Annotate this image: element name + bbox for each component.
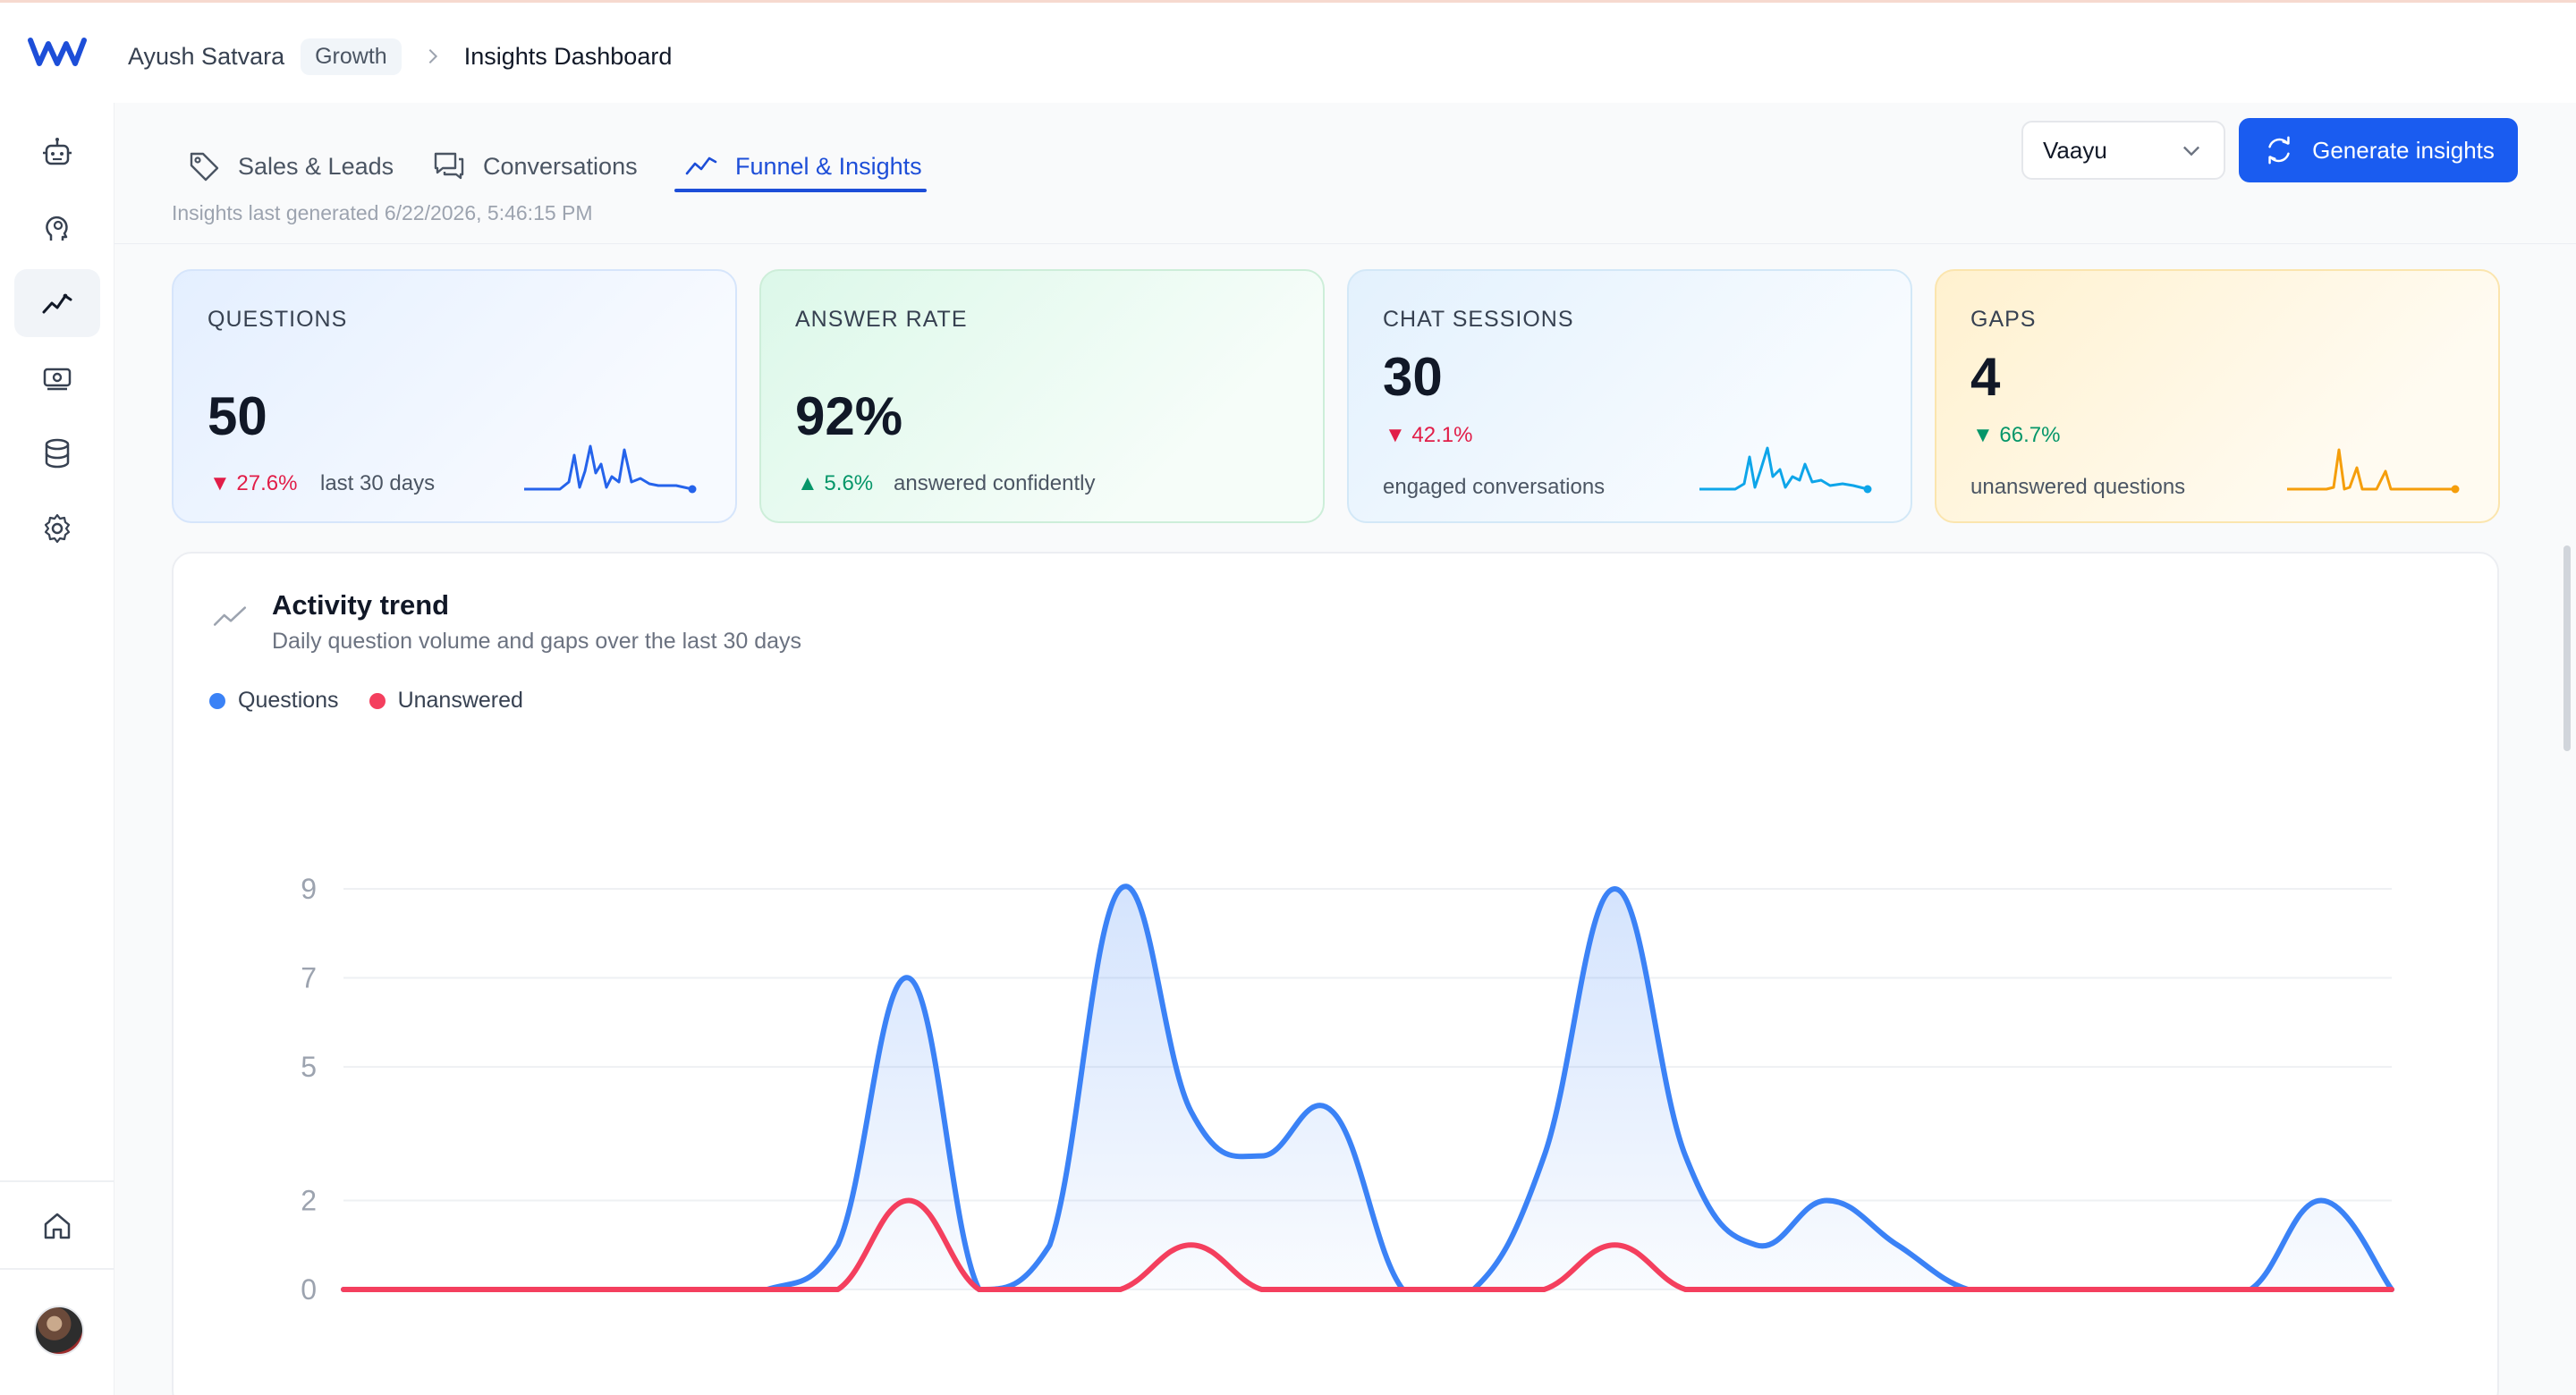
- y-tick-label: 5: [301, 1051, 317, 1083]
- legend-label: Unanswered: [397, 688, 523, 713]
- tab-funnel-insights[interactable]: Funnel & Insights: [683, 126, 922, 207]
- home-icon: [44, 1213, 71, 1239]
- stat-card-questions: QUESTIONS 50 ▼ 27.6% last 30 days: [172, 269, 737, 523]
- stat-card-answer-rate: ANSWER RATE 92% ▲ 5.6% answered confiden…: [759, 269, 1325, 523]
- stat-caption: engaged conversations: [1383, 475, 1606, 499]
- legend-dot: [209, 692, 225, 709]
- chevron-down-icon: [2183, 146, 2199, 156]
- sidebar-item-cash[interactable]: [14, 344, 100, 412]
- sidebar-divider-bottom: [0, 1268, 114, 1270]
- database-icon: [45, 438, 70, 469]
- activity-trend-panel: Activity trend Daily question volume and…: [172, 552, 2499, 1395]
- tab-conversations[interactable]: Conversations: [431, 126, 638, 207]
- refresh-icon: [2268, 136, 2290, 165]
- chat-icon: [434, 152, 464, 180]
- y-tick-label: 7: [301, 962, 317, 994]
- sparkline-chat-sessions: [1699, 446, 1872, 494]
- stat-delta: ▼ 27.6%: [209, 471, 298, 495]
- workspace-badge[interactable]: Growth: [301, 38, 402, 75]
- breadcrumb: Ayush Satvara Growth Insights Dashboard: [128, 38, 673, 75]
- series-line-unanswered[interactable]: [341, 1197, 2394, 1293]
- stat-card-gaps: GAPS 4 ▼ 66.7% unanswered questions: [1935, 269, 2500, 523]
- tab-label: Sales & Leads: [238, 152, 394, 180]
- sparkline-questions: [524, 444, 697, 494]
- sparkline-gaps: [2287, 448, 2460, 494]
- sidebar-item-settings[interactable]: [14, 495, 100, 562]
- sidebar-item-brain[interactable]: [14, 194, 100, 262]
- generate-insights-label: Generate insights: [2312, 136, 2495, 164]
- stat-card-chat-sessions: CHAT SESSIONS 30 ▼ 42.1% engaged convers…: [1347, 269, 1912, 523]
- stat-value: 4: [1970, 347, 2001, 407]
- stat-delta: ▲ 5.6%: [797, 471, 874, 495]
- sidebar-item-robot[interactable]: [14, 119, 100, 187]
- stat-caption: last 30 days: [320, 471, 436, 495]
- sidebar: [0, 103, 114, 1395]
- tag-icon: [190, 152, 219, 182]
- stat-label: CHAT SESSIONS: [1383, 307, 1574, 332]
- trend-icon: [685, 156, 717, 175]
- stat-delta: ▼ 66.7%: [1972, 423, 2061, 447]
- activity-trend-chart: 0 2 5 7 9: [301, 873, 2394, 1306]
- stat-label: GAPS: [1970, 307, 2037, 332]
- panel-title: Activity trend: [272, 589, 450, 621]
- analytics-icon: [42, 293, 72, 314]
- stat-delta: ▼ 42.1%: [1385, 423, 1473, 447]
- series-area-questions: [343, 886, 2392, 1289]
- y-tick-label: 0: [301, 1273, 317, 1306]
- breadcrumb-user[interactable]: Ayush Satvara: [128, 42, 285, 70]
- stat-caption: answered confidently: [894, 471, 1096, 495]
- legend-item-questions[interactable]: Questions: [209, 688, 339, 714]
- sidebar-divider: [0, 1180, 114, 1182]
- stat-value: 50: [208, 386, 267, 446]
- legend-dot: [369, 692, 386, 709]
- stat-label: QUESTIONS: [208, 307, 348, 332]
- trend-line-icon: [213, 606, 247, 626]
- avatar[interactable]: [34, 1306, 84, 1356]
- tab-label: Conversations: [483, 152, 638, 180]
- stat-value: 92%: [795, 386, 903, 446]
- active-tab-indicator: [674, 189, 927, 192]
- chevron-right-icon: [428, 48, 437, 64]
- gear-icon: [44, 513, 71, 544]
- y-tick-label: 9: [301, 873, 317, 905]
- legend-item-unanswered[interactable]: Unanswered: [369, 688, 523, 714]
- y-tick-label: 2: [301, 1184, 317, 1216]
- scrollbar-thumb[interactable]: [2563, 545, 2571, 751]
- breadcrumb-current-page: Insights Dashboard: [463, 42, 673, 70]
- generate-insights-button[interactable]: Generate insights: [2239, 118, 2518, 182]
- agent-select[interactable]: Vaayu: [2021, 121, 2225, 180]
- stat-label: ANSWER RATE: [795, 307, 968, 332]
- brain-icon: [46, 216, 68, 241]
- sidebar-item-database[interactable]: [14, 419, 100, 487]
- cash-icon: [43, 368, 72, 391]
- legend-label: Questions: [238, 688, 339, 713]
- stat-value: 30: [1383, 347, 1443, 407]
- sidebar-item-analytics[interactable]: [14, 269, 100, 337]
- app-header: Ayush Satvara Growth Insights Dashboard: [0, 3, 2576, 103]
- stat-caption: unanswered questions: [1970, 475, 2186, 499]
- chart-legend: Questions Unanswered: [209, 688, 523, 714]
- sidebar-item-home[interactable]: [14, 1192, 100, 1260]
- tabs-bar: Sales & Leads Conversations Funnel & Ins…: [114, 103, 2576, 244]
- last-generated-text: Insights last generated 6/22/2026, 5:46:…: [172, 201, 593, 224]
- top-accent-line: [0, 0, 2576, 3]
- panel-subtitle: Daily question volume and gaps over the …: [272, 629, 802, 654]
- tab-sales-leads[interactable]: Sales & Leads: [186, 126, 394, 207]
- brand-logo-icon[interactable]: [27, 31, 89, 76]
- main-content: Sales & Leads Conversations Funnel & Ins…: [114, 103, 2576, 1395]
- robot-icon: [43, 138, 72, 165]
- agent-select-value: Vaayu: [2043, 136, 2107, 164]
- tab-label: Funnel & Insights: [735, 152, 922, 180]
